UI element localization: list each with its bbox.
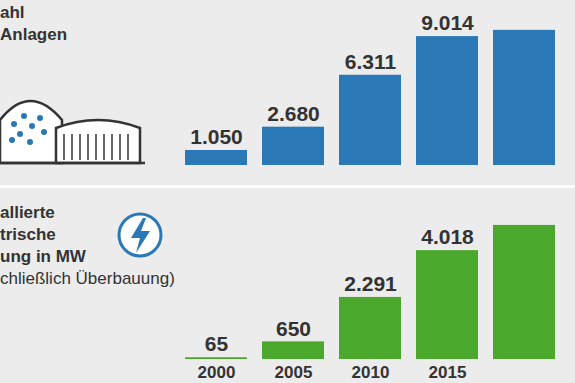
svg-text:65: 65 xyxy=(205,332,229,355)
svg-text:1.050: 1.050 xyxy=(190,125,243,148)
svg-text:2000: 2000 xyxy=(198,363,236,382)
svg-text:2015: 2015 xyxy=(429,363,467,382)
svg-text:650: 650 xyxy=(276,317,311,340)
svg-text:2005: 2005 xyxy=(275,363,313,382)
svg-text:6.311: 6.311 xyxy=(345,50,397,73)
html-text:Anlagen: Anlagen xyxy=(0,25,68,44)
html-text:ung in MW: ung in MW xyxy=(0,247,86,266)
html-text:ahl: ahl xyxy=(0,3,25,22)
html-text:chließlich Überbauung): chließlich Überbauung) xyxy=(0,269,175,288)
svg-text:2.291: 2.291 xyxy=(344,272,397,295)
svg-text:4.018: 4.018 xyxy=(421,225,474,248)
svg-text:2.680: 2.680 xyxy=(267,102,320,125)
svg-text:9.014: 9.014 xyxy=(421,11,474,34)
html-text:trische: trische xyxy=(0,225,56,244)
html-text:allierte: allierte xyxy=(0,203,55,222)
svg-text:2010: 2010 xyxy=(352,363,390,382)
